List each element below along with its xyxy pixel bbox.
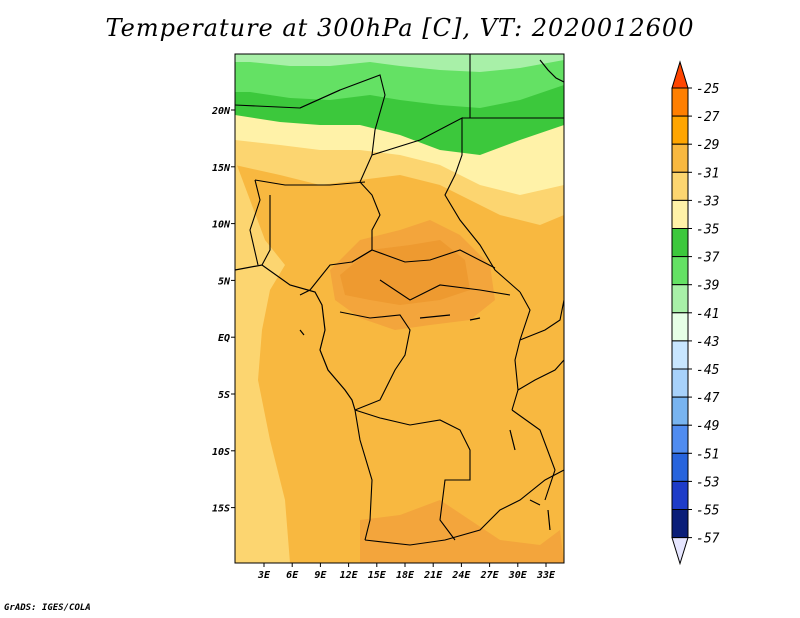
colorbar-label: -57 xyxy=(696,532,720,547)
map-panel xyxy=(234,53,565,564)
colorbar-label: -53 xyxy=(696,475,719,490)
colorbar-box xyxy=(671,396,689,426)
colorbar-label: -49 xyxy=(696,419,719,434)
colorbar-label: -25 xyxy=(696,82,720,97)
colorbar-label: -33 xyxy=(696,194,719,209)
colorbar-label: -47 xyxy=(696,391,720,406)
region-minus31-fill xyxy=(235,160,290,563)
lon-label: 18E xyxy=(396,570,415,581)
colorbar-top-triangle xyxy=(671,60,689,89)
lon-label: 15E xyxy=(368,570,387,581)
lat-label: 5N xyxy=(218,276,231,287)
lon-label: 9E xyxy=(314,570,327,581)
colorbar-label: -55 xyxy=(696,504,720,519)
grads-credit: GrADS: IGES/COLA xyxy=(4,603,91,613)
colorbar-bottom-triangle xyxy=(671,537,689,566)
colorbar-box xyxy=(671,143,689,173)
lat-label: 10N xyxy=(212,220,231,231)
lakes-equator xyxy=(299,314,481,336)
border-nigeria-cameroon xyxy=(299,261,353,296)
colorbar-box xyxy=(671,452,689,482)
coastline-west xyxy=(234,264,356,411)
longitude-axis: 3E 6E 9E 12E 15E 18E 21E 24E 27E 30E 33E xyxy=(257,563,556,581)
colorbar-box xyxy=(671,424,689,454)
colorbar: -25 -27 -29 -31 -33 -35 -37 -39 -41 -43 -45 -47 -49 -… xyxy=(671,60,720,566)
map-title: Temperature at 300hPa [C], VT: 202001260… xyxy=(105,14,695,42)
colorbar-box xyxy=(671,509,689,539)
latitude-axis: 20N 15N 10N 5N EQ 5S 10S 15S xyxy=(211,106,235,515)
lat-label: 15S xyxy=(212,504,230,515)
border-tanzania xyxy=(511,409,556,501)
colorbar-label: -37 xyxy=(696,251,720,266)
lat-label: 20N xyxy=(211,106,231,117)
border-car-drc xyxy=(379,279,511,301)
border-angola-coast xyxy=(354,409,373,541)
lat-label: 15N xyxy=(212,163,231,174)
colorbar-label: -27 xyxy=(696,110,720,125)
border-zambia xyxy=(364,469,565,546)
border-niger-nigeria xyxy=(254,179,366,186)
colorbar-label: -45 xyxy=(696,363,720,378)
border-drc-east xyxy=(511,291,531,411)
coastline-red-sea xyxy=(539,59,565,83)
lat-label: EQ xyxy=(218,333,230,344)
colorbar-box xyxy=(671,340,689,370)
country-borders xyxy=(234,54,565,546)
border-congo xyxy=(339,311,411,411)
lon-label: 12E xyxy=(340,570,359,581)
colorbar-box xyxy=(671,228,689,258)
colorbar-box xyxy=(671,87,689,117)
lon-label: 33E xyxy=(536,570,556,581)
border-benin xyxy=(261,195,271,266)
lon-label: 21E xyxy=(423,570,443,581)
lon-label: 3E xyxy=(257,570,271,581)
colorbar-box xyxy=(671,284,689,314)
lon-label: 27E xyxy=(480,570,500,581)
border-kenya xyxy=(517,359,565,391)
colorbar-label: -39 xyxy=(696,279,719,294)
lat-label: 5S xyxy=(218,390,230,401)
lakes-rift xyxy=(509,429,551,531)
colorbar-label: -43 xyxy=(696,335,719,350)
region-minus41-fill xyxy=(235,54,564,72)
lat-label: 10S xyxy=(212,447,230,458)
lon-label: 24E xyxy=(451,570,471,581)
colorbar-box xyxy=(671,115,689,145)
colorbar-box xyxy=(671,171,689,201)
border-togo xyxy=(249,179,261,266)
colorbar-box xyxy=(671,199,689,229)
colorbar-box xyxy=(671,368,689,398)
border-angola-drc xyxy=(354,409,471,541)
colorbar-label: -35 xyxy=(696,223,720,238)
colorbar-box xyxy=(671,480,689,510)
lon-label: 6E xyxy=(286,570,299,581)
region-south-warm-fill xyxy=(360,500,564,563)
border-niger-chad xyxy=(299,74,386,263)
lon-label: 30E xyxy=(508,570,528,581)
border-mali-niger xyxy=(234,89,341,109)
colorbar-label: -29 xyxy=(696,138,719,153)
colorbar-box xyxy=(671,312,689,342)
colorbar-label: -41 xyxy=(696,307,719,322)
colorbar-label: -31 xyxy=(696,166,719,181)
colorbar-box xyxy=(671,256,689,286)
coastline xyxy=(234,59,565,531)
border-car-chad xyxy=(351,249,496,269)
border-chad-sudan xyxy=(371,117,521,293)
colorbar-label: -51 xyxy=(696,447,719,462)
border-uganda xyxy=(519,299,565,341)
map-frame xyxy=(234,53,565,564)
region-minus27-core-fill xyxy=(340,240,470,305)
